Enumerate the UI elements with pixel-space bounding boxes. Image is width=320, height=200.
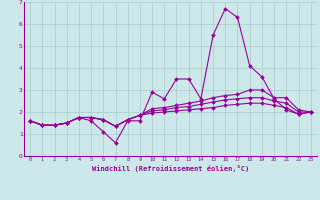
X-axis label: Windchill (Refroidissement éolien,°C): Windchill (Refroidissement éolien,°C): [92, 165, 249, 172]
